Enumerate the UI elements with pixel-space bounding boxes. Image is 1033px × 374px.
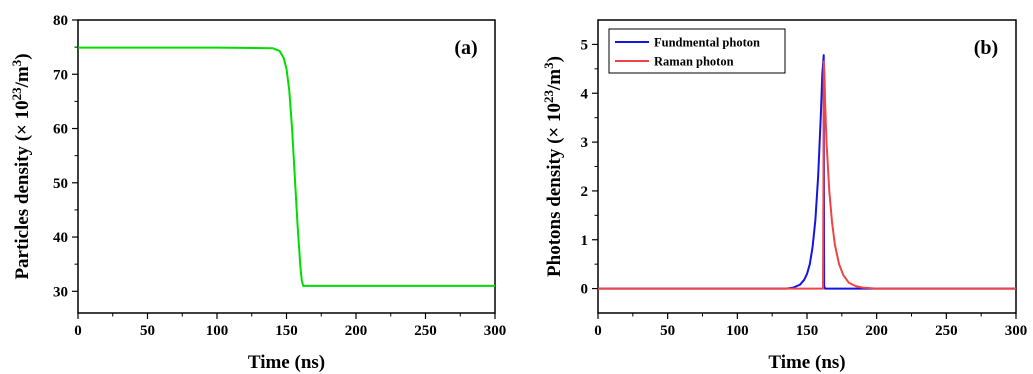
x-tick-label: 150: [275, 323, 298, 339]
x-tick-label: 100: [726, 323, 749, 339]
y-tick-label: 4: [581, 86, 589, 102]
y-tick-label: 40: [53, 230, 68, 246]
panel-a-y-axis-label: Particles density (× 1023/m3): [9, 53, 33, 279]
x-tick-label: 250: [935, 323, 958, 339]
y-tick-label: 0: [581, 282, 589, 298]
panel-b-y-label-mid: /m: [544, 69, 565, 91]
panel-a-lines: [78, 46, 495, 287]
panel-a-y-label-mid: /m: [12, 66, 33, 88]
y-tick-label: 60: [53, 122, 68, 138]
panel-a-y-label-main: Particles density (× 10: [12, 100, 33, 279]
panel-b-lines: [598, 54, 1016, 290]
x-tick-label: 300: [484, 323, 507, 339]
panel-a-x-ticks: 0 50 100 150 200 250 300: [74, 313, 506, 339]
series-line-0: [78, 46, 495, 287]
panel-a: 0 50 100 150 200 250 300 30 40 50 60 70 80 (a) Time…: [9, 13, 506, 373]
panel-b-x-ticks: 0 50 100 150 200 250 300: [594, 313, 1027, 339]
panel-b-legend: Fundmental photon Raman photon: [608, 28, 786, 74]
panel-b-x-axis-label: Time (ns): [768, 352, 845, 373]
panel-a-x-axis-label: Time (ns): [248, 352, 325, 373]
y-tick-label: 5: [581, 37, 589, 53]
legend-label-raman-photon: Raman photon: [654, 55, 734, 69]
y-tick-label: 70: [53, 67, 68, 83]
panel-b-y-label-sup2: 3: [541, 62, 556, 69]
x-tick-label: 50: [140, 323, 155, 339]
x-tick-label: 50: [660, 323, 675, 339]
x-tick-label: 150: [796, 323, 819, 339]
panel-a-y-label-sup2: 3: [9, 59, 24, 66]
panel-b-y-axis-label: Photons density (× 1023/m3): [541, 56, 565, 277]
x-tick-label: 200: [865, 323, 888, 339]
panel-a-y-label-sup: 23: [9, 87, 24, 101]
y-tick-label: 30: [53, 284, 68, 300]
x-tick-label: 0: [74, 323, 82, 339]
panel-b-label: (b): [974, 37, 998, 59]
x-tick-label: 100: [206, 323, 229, 339]
x-tick-label: 250: [414, 323, 437, 339]
legend-label-fundmental-photon: Fundmental photon: [654, 36, 760, 50]
series-line-1: [598, 60, 1016, 290]
y-tick-label: 3: [581, 135, 589, 151]
panel-b-y-ticks: 0 1 2 3 4 5: [581, 37, 598, 298]
y-tick-label: 1: [581, 233, 589, 249]
panel-a-y-label-end: ): [12, 53, 33, 59]
panel-b-y-label-main: Photons density (× 10: [544, 103, 565, 277]
y-tick-label: 50: [53, 176, 68, 192]
panel-a-plot-frame: [77, 19, 496, 314]
panel-a-label: (a): [454, 37, 477, 59]
y-tick-label: 2: [581, 184, 589, 200]
series-line-0: [598, 54, 1016, 290]
x-tick-label: 200: [345, 323, 368, 339]
x-tick-label: 0: [594, 323, 602, 339]
panel-a-y-ticks: 30 40 50 60 70 80: [53, 13, 78, 300]
legend-box: [608, 28, 786, 74]
x-tick-label: 300: [1005, 323, 1028, 339]
panel-b-y-label-sup: 23: [541, 90, 556, 104]
panel-b-y-label-end: ): [544, 56, 565, 62]
y-tick-label: 80: [53, 13, 68, 29]
